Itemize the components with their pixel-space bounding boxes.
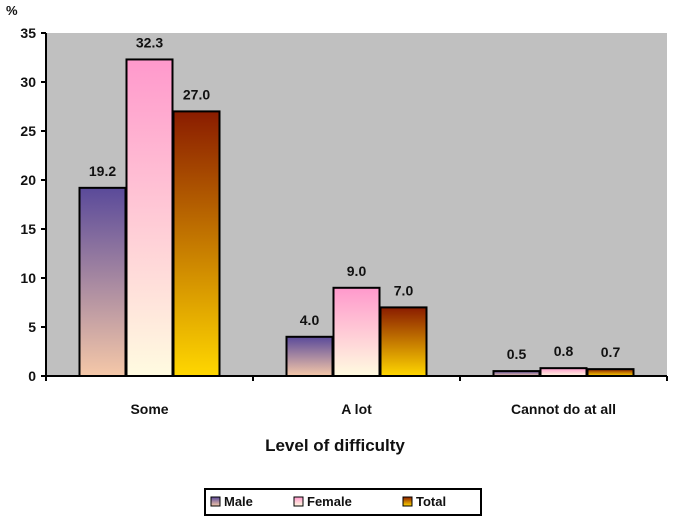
category-label-0: Some: [130, 401, 168, 417]
legend-swatch-female: [293, 496, 304, 507]
bar-value-label-female-0: 32.3: [136, 34, 163, 50]
bar-total-1: [379, 306, 428, 377]
y-tick-label-5: 5: [28, 319, 36, 335]
axes: Some A lot Cannot do at all 0 5 10 15 20 25 30 35: [20, 25, 668, 417]
bar-female-2: [539, 367, 588, 378]
y-tick-label-0: 0: [28, 368, 36, 384]
bar-value-label-male-0: 19.2: [89, 163, 116, 179]
bar-value-label-total-1: 7.0: [394, 282, 414, 298]
bar-female-0: [125, 58, 174, 378]
legend-swatch-male: [210, 496, 221, 507]
bar-male-1: [285, 335, 334, 377]
bar-total-0: [172, 110, 221, 378]
legend-label-male: Male: [224, 494, 253, 509]
bar-female-1: [332, 286, 381, 377]
legend-label-female: Female: [307, 494, 352, 509]
bar-value-label-female-1: 9.0: [347, 263, 367, 279]
bar-value-label-male-2: 0.5: [507, 346, 527, 362]
x-axis-title: Level of difficulty: [265, 436, 405, 455]
y-axis-label: %: [6, 3, 18, 18]
y-tick-label-35: 35: [20, 25, 36, 41]
legend: Male Female Total: [204, 488, 482, 516]
bar-total-2: [586, 368, 635, 378]
bars: 19.2 32.3 27.0 4.0 9.0 7.0 0.5 0.8 0.7: [78, 34, 635, 378]
bar-value-label-total-2: 0.7: [601, 344, 621, 360]
y-tick-label-25: 25: [20, 123, 36, 139]
bar-value-label-male-1: 4.0: [300, 312, 320, 328]
y-tick-label-20: 20: [20, 172, 36, 188]
legend-label-total: Total: [416, 494, 446, 509]
legend-swatch-total: [402, 496, 413, 507]
category-label-2: Cannot do at all: [511, 401, 616, 417]
y-tick-label-10: 10: [20, 270, 36, 286]
bar-value-label-female-2: 0.8: [554, 343, 574, 359]
bar-male-0: [78, 186, 127, 377]
y-tick-label-30: 30: [20, 74, 36, 90]
bar-value-label-total-0: 27.0: [183, 86, 210, 102]
y-tick-label-15: 15: [20, 221, 36, 237]
legend-box: [204, 488, 482, 516]
category-label-1: A lot: [341, 401, 372, 417]
